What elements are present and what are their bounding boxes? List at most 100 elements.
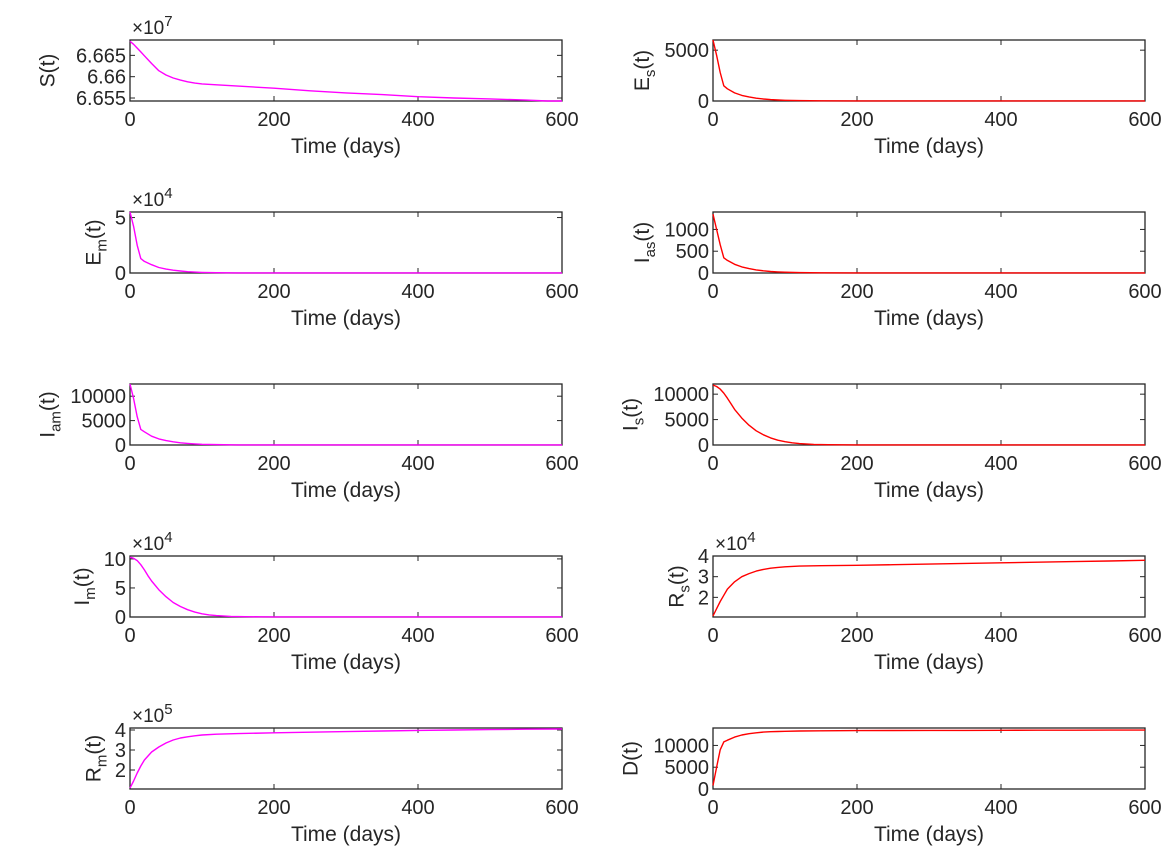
y-tick-label: 10000: [70, 386, 126, 408]
x-tick-label: 200: [257, 281, 290, 303]
y-axis-label: Iam(t): [37, 391, 65, 438]
x-tick-label: 600: [545, 109, 578, 131]
x-tick-label: 400: [984, 453, 1017, 475]
axis-exponent: ×104: [132, 185, 173, 211]
axis-exponent: ×107: [132, 13, 173, 39]
exponent-power: 5: [164, 701, 172, 718]
y-label-tail: (t): [71, 567, 94, 587]
axes-box: [712, 39, 1146, 102]
y-label-subscript: m: [82, 587, 99, 600]
y-label-main: E: [631, 77, 654, 91]
series-line-Iam: [129, 383, 562, 446]
y-label-main: D: [620, 761, 643, 776]
subplot-Rm: 0 200 400 600 234 Time (days) Rm(t) ×105: [83, 701, 579, 846]
y-tick-label: 0: [698, 91, 709, 113]
series-line-Ias: [712, 214, 1145, 274]
y-label-tail: (t): [37, 391, 60, 411]
x-axis-label: Time (days): [291, 307, 401, 330]
y-label-main: I: [37, 432, 60, 438]
y-label-tail: (t): [620, 398, 643, 418]
x-tick-label: 0: [707, 281, 718, 303]
y-tick-label: 4: [115, 720, 126, 742]
x-axis-label: Time (days): [874, 307, 984, 330]
y-tick-label: 2: [698, 587, 709, 609]
y-tick-label: 10000: [653, 384, 709, 406]
x-tick-label: 200: [840, 625, 873, 647]
x-tick-label: 200: [257, 797, 290, 819]
y-label-main: I: [620, 425, 643, 431]
x-tick-label: 600: [1128, 281, 1161, 303]
x-tick-label: 200: [840, 797, 873, 819]
exponent-base: ×10: [715, 534, 747, 555]
series-line-Es: [712, 39, 1145, 102]
y-label-tail: (t): [83, 735, 106, 755]
y-label-tail: (t): [666, 565, 689, 585]
x-tick-label: 200: [840, 109, 873, 131]
y-label-subscript: as: [642, 242, 659, 258]
x-tick-label: 0: [707, 797, 718, 819]
y-axis-label: Rm(t): [83, 735, 111, 783]
axes-box: [129, 727, 563, 790]
y-tick-label: 500: [676, 241, 709, 263]
y-tick-label: 10: [104, 549, 126, 571]
y-tick-label: 5: [115, 578, 126, 600]
x-tick-label: 400: [401, 281, 434, 303]
y-label-tail: (t): [83, 219, 106, 239]
x-tick-label: 400: [984, 797, 1017, 819]
x-tick-label: 0: [707, 625, 718, 647]
axis-exponent: ×104: [715, 529, 756, 555]
axes-box: [129, 211, 563, 274]
x-tick-label: 200: [840, 281, 873, 303]
x-tick-label: 600: [545, 281, 578, 303]
y-label-subscript: m: [94, 755, 111, 768]
y-label-main: R: [666, 593, 689, 608]
y-tick-label: 3: [115, 740, 126, 762]
subplot-Es: 0 200 400 600 0 5000 Time (days) Es(t): [631, 39, 1162, 158]
x-tick-label: 600: [1128, 453, 1161, 475]
series-line-Im: [129, 556, 562, 618]
exponent-base: ×10: [132, 706, 164, 727]
y-label-tail: (t): [620, 741, 643, 761]
x-tick-label: 400: [984, 625, 1017, 647]
y-axis-label: Im(t): [71, 567, 99, 605]
exponent-base: ×10: [132, 18, 164, 39]
x-tick-label: 0: [707, 109, 718, 131]
x-tick-label: 0: [124, 281, 135, 303]
subplot-Is: 0 200 400 600 0 5000 10000 Time (days) Is(t): [620, 383, 1162, 502]
y-axis-label: Rs(t): [666, 565, 694, 608]
x-tick-label: 200: [257, 625, 290, 647]
x-axis-label: Time (days): [291, 823, 401, 846]
x-tick-label: 0: [124, 109, 135, 131]
y-tick-label: 0: [698, 779, 709, 801]
y-axis-label: D(t): [620, 741, 643, 776]
series-line-Em: [129, 211, 562, 274]
x-tick-label: 600: [545, 625, 578, 647]
y-axis-label: Ias(t): [631, 222, 659, 264]
y-axis-label: Es(t): [631, 50, 659, 91]
x-axis-label: Time (days): [874, 651, 984, 674]
x-tick-label: 400: [401, 453, 434, 475]
series-line-Rm: [129, 728, 563, 789]
y-label-main: I: [631, 257, 654, 263]
x-tick-label: 0: [707, 453, 718, 475]
y-label-subscript: s: [642, 70, 659, 78]
axes-box: [129, 555, 563, 618]
y-label-subscript: s: [677, 585, 694, 593]
series-line-Rs: [712, 559, 1146, 617]
y-label-tail: (t): [631, 50, 654, 70]
x-tick-label: 0: [124, 625, 135, 647]
exponent-base: ×10: [132, 534, 164, 555]
y-label-subscript: m: [94, 239, 111, 252]
axes-box: [712, 211, 1146, 274]
x-axis-label: Time (days): [874, 135, 984, 158]
series-line-S: [129, 40, 562, 102]
y-tick-label: 0: [115, 435, 126, 457]
y-tick-label: 5: [115, 208, 126, 230]
x-tick-label: 600: [545, 453, 578, 475]
y-label-tail: (t): [37, 54, 60, 74]
y-label-main: E: [83, 252, 106, 266]
axis-exponent: ×105: [132, 701, 173, 727]
y-tick-label: 4: [698, 546, 709, 568]
